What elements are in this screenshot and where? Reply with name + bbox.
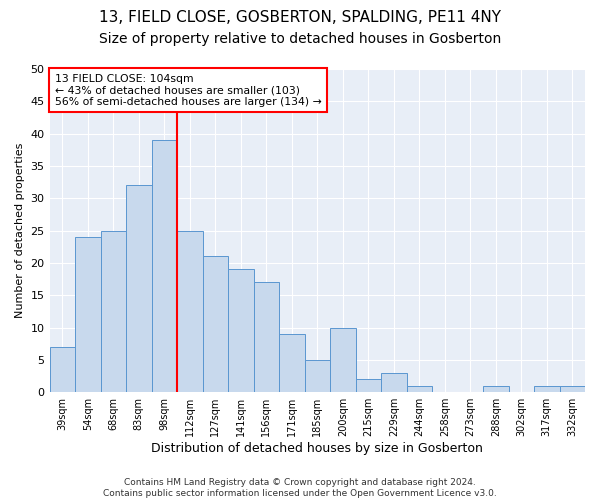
Bar — [305, 360, 330, 392]
Bar — [75, 237, 101, 392]
Bar — [407, 386, 432, 392]
Bar — [228, 270, 254, 392]
Bar — [330, 328, 356, 392]
Text: 13 FIELD CLOSE: 104sqm
← 43% of detached houses are smaller (103)
56% of semi-de: 13 FIELD CLOSE: 104sqm ← 43% of detached… — [55, 74, 322, 107]
Text: Contains HM Land Registry data © Crown copyright and database right 2024.
Contai: Contains HM Land Registry data © Crown c… — [103, 478, 497, 498]
Bar — [483, 386, 509, 392]
Text: Size of property relative to detached houses in Gosberton: Size of property relative to detached ho… — [99, 32, 501, 46]
Bar — [177, 230, 203, 392]
Bar — [356, 380, 381, 392]
Text: 13, FIELD CLOSE, GOSBERTON, SPALDING, PE11 4NY: 13, FIELD CLOSE, GOSBERTON, SPALDING, PE… — [99, 10, 501, 25]
Bar — [381, 373, 407, 392]
Bar — [50, 347, 75, 392]
Bar — [126, 186, 152, 392]
Bar — [254, 282, 279, 392]
X-axis label: Distribution of detached houses by size in Gosberton: Distribution of detached houses by size … — [151, 442, 483, 455]
Bar — [560, 386, 585, 392]
Bar — [101, 230, 126, 392]
Bar — [279, 334, 305, 392]
Y-axis label: Number of detached properties: Number of detached properties — [15, 143, 25, 318]
Bar — [534, 386, 560, 392]
Bar — [203, 256, 228, 392]
Bar — [152, 140, 177, 392]
